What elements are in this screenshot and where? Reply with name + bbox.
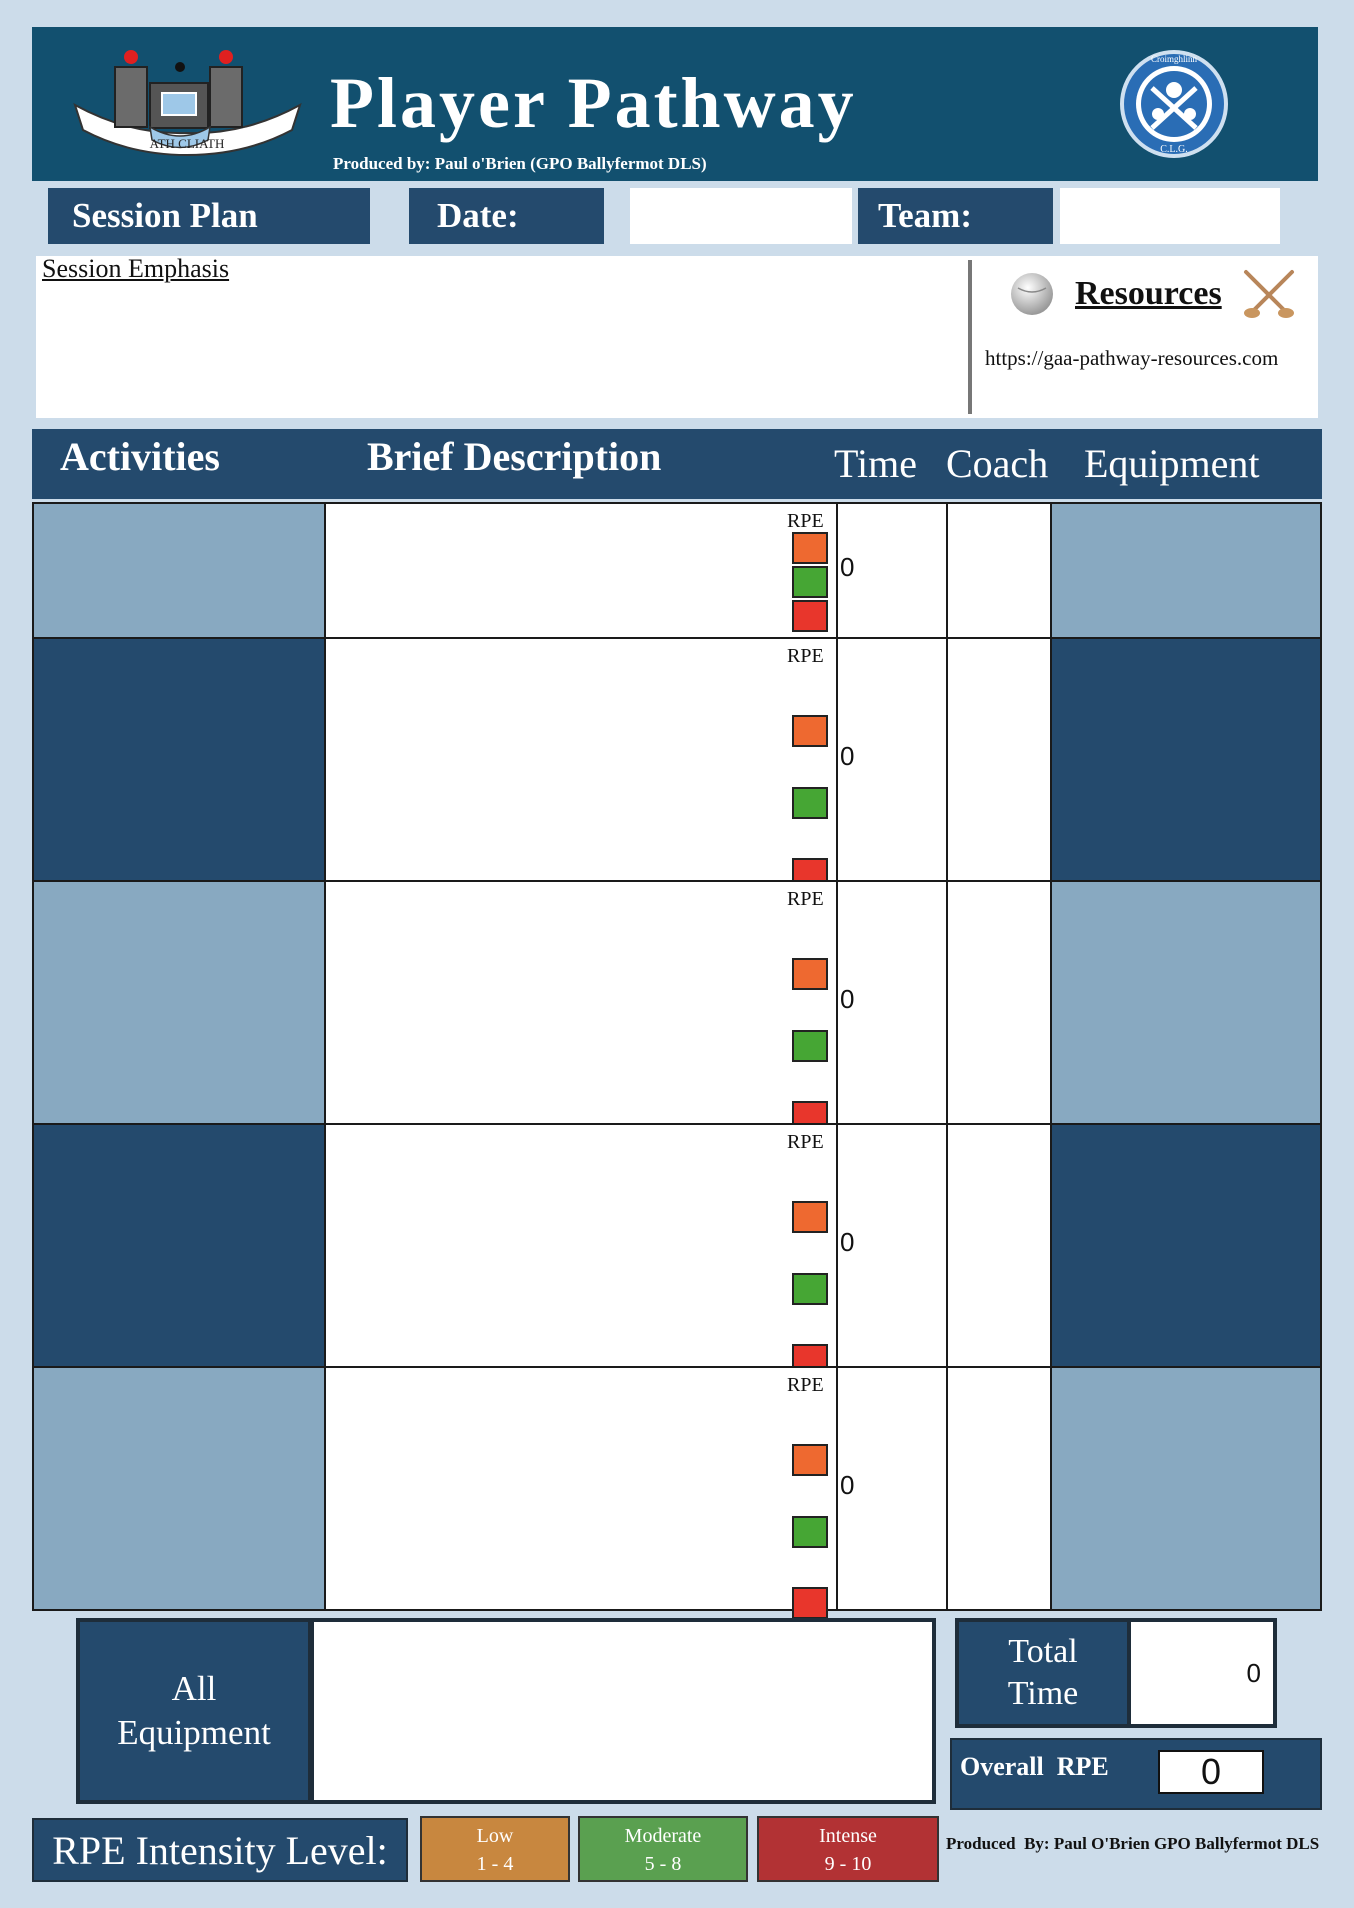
activity-cell[interactable]	[32, 502, 326, 639]
rpe-label: RPE	[787, 1131, 824, 1153]
intensity-level-range: 1 - 4	[476, 1853, 514, 1875]
session-plan-label: Session Plan	[48, 188, 370, 244]
activity-cell[interactable]	[32, 1366, 326, 1611]
time-cell	[836, 1366, 948, 1611]
equipment-cell[interactable]	[1050, 1123, 1322, 1368]
time-cell	[836, 880, 948, 1125]
time-header: Time	[834, 441, 918, 486]
total-time-label: Total Time	[959, 1622, 1127, 1724]
intensity-level-name: Moderate	[624, 1825, 702, 1847]
description-header: Brief Description	[367, 434, 662, 479]
row-time-value: 0	[840, 740, 855, 771]
rpe-low-box[interactable]	[792, 1444, 828, 1476]
dublin-crest-icon: ATH CLIATH	[73, 50, 302, 157]
rpe-intensity-label: RPE Intensity Level:	[32, 1818, 408, 1882]
description-cell[interactable]	[324, 880, 838, 1125]
total-time-value: 0	[1131, 1622, 1273, 1724]
coach-cell[interactable]	[946, 880, 1052, 1125]
rpe-moderate-box[interactable]	[792, 566, 828, 598]
resources-link[interactable]: https://gaa-pathway-resources.com	[985, 346, 1279, 370]
overall-rpe-label: Overall RPE	[960, 1752, 1109, 1781]
rpe-low-box[interactable]	[792, 1201, 828, 1233]
row-time-value: 0	[840, 1226, 855, 1257]
total-time-line2: Time	[1007, 1675, 1079, 1712]
rpe-low-box[interactable]	[792, 715, 828, 747]
rpe-moderate-box[interactable]	[792, 1029, 828, 1062]
rpe-low-box[interactable]	[792, 532, 828, 564]
session-emphasis-label: Session Emphasis	[42, 254, 230, 283]
crest-motto: ATH CLIATH	[150, 136, 225, 151]
session-emphasis-field[interactable]	[40, 290, 960, 410]
all-equipment-line1: All	[171, 1669, 217, 1708]
club-crest-icon: Croimghlinn C.L.G.	[1120, 50, 1228, 158]
coach-cell[interactable]	[946, 1123, 1052, 1368]
intensity-level-name: Intense	[819, 1825, 877, 1847]
row-time-value: 0	[840, 551, 855, 582]
all-equipment-field[interactable]	[314, 1622, 932, 1800]
description-cell[interactable]	[324, 1123, 838, 1368]
row-time-value: 0	[840, 983, 855, 1014]
overall-rpe-value[interactable]: 0	[1158, 1750, 1264, 1794]
row-time-value: 0	[840, 1469, 855, 1500]
coach-header: Coach	[946, 441, 1049, 486]
header-banner	[32, 27, 1318, 181]
rpe-moderate-box[interactable]	[792, 1515, 828, 1548]
resources-divider	[968, 260, 972, 414]
description-cell[interactable]	[324, 637, 838, 882]
intensity-level-intense: Intense 9 - 10	[757, 1816, 939, 1882]
resources-title: Resources	[1075, 275, 1222, 312]
rpe-moderate-box[interactable]	[792, 786, 828, 819]
produced-by: Produced by: Paul o'Brien (GPO Ballyferm…	[333, 154, 707, 173]
description-cell[interactable]	[324, 502, 838, 639]
rpe-moderate-box[interactable]	[792, 1272, 828, 1305]
rpe-label: RPE	[787, 1374, 824, 1396]
coach-cell[interactable]	[946, 637, 1052, 882]
hurley-sticks-icon	[1244, 270, 1294, 318]
page-title: Player Pathway	[330, 63, 857, 143]
rpe-intense-box[interactable]	[792, 1587, 828, 1619]
activities-header: Activities	[60, 434, 220, 479]
intensity-level-range: 9 - 10	[824, 1853, 872, 1875]
date-field[interactable]	[630, 188, 852, 244]
crest-bottom-text: C.L.G.	[1160, 144, 1188, 155]
rpe-intense-box[interactable]	[792, 600, 828, 632]
team-label: Team:	[858, 188, 1053, 244]
intensity-level-moderate: Moderate 5 - 8	[578, 1816, 748, 1882]
date-label: Date:	[409, 188, 604, 244]
coach-cell[interactable]	[946, 1366, 1052, 1611]
sliotar-ball-icon	[1011, 273, 1053, 315]
crest-top-text: Croimghlinn	[1151, 54, 1198, 64]
activity-cell[interactable]	[32, 1123, 326, 1368]
rpe-label: RPE	[787, 510, 824, 532]
equipment-cell[interactable]	[1050, 880, 1322, 1125]
rpe-low-box[interactable]	[792, 958, 828, 990]
intensity-level-range: 5 - 8	[644, 1853, 682, 1875]
intensity-level-name: Low	[476, 1825, 514, 1847]
activities-column-header	[32, 429, 1322, 499]
equipment-cell[interactable]	[1050, 637, 1322, 882]
emphasis-panel	[36, 256, 1318, 418]
rpe-label: RPE	[787, 888, 824, 910]
activity-cell[interactable]	[32, 880, 326, 1125]
equipment-cell[interactable]	[1050, 502, 1322, 639]
activity-cell[interactable]	[32, 637, 326, 882]
equipment-header: Equipment	[1084, 441, 1260, 486]
intensity-level-low: Low 1 - 4	[420, 1816, 570, 1882]
equipment-cell[interactable]	[1050, 1366, 1322, 1611]
description-cell[interactable]	[324, 1366, 838, 1611]
rpe-label: RPE	[787, 645, 824, 667]
coach-cell[interactable]	[946, 502, 1052, 639]
total-time-line1: Total	[1008, 1633, 1078, 1670]
team-field[interactable]	[1060, 188, 1280, 244]
footer-produced-by: Produced By: Paul O'Brien GPO Ballyfermo…	[946, 1834, 1320, 1853]
all-equipment-label: All Equipment	[80, 1622, 308, 1800]
all-equipment-line2: Equipment	[117, 1713, 271, 1752]
